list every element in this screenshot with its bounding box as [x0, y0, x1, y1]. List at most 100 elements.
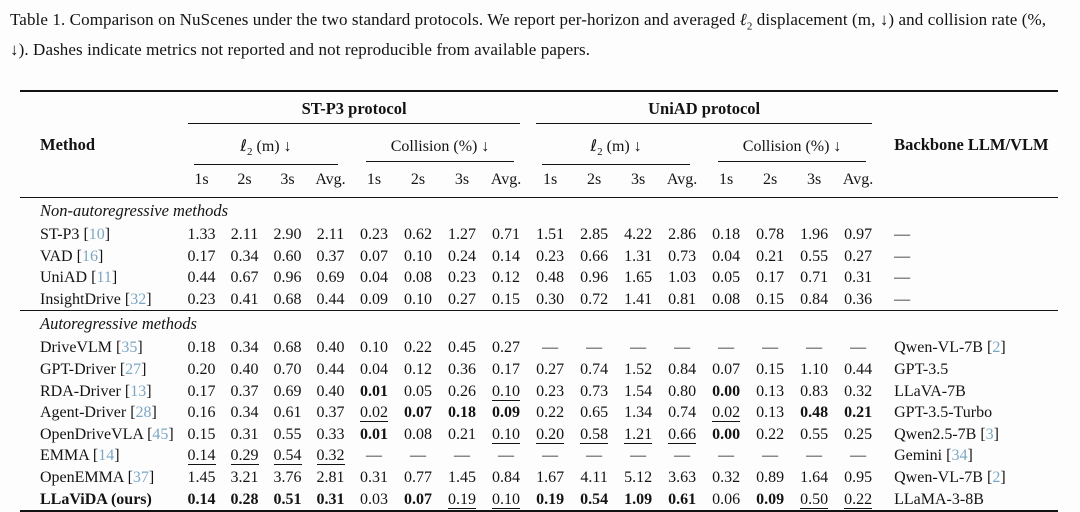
metric-cell: 0.01 [352, 424, 396, 446]
metric-cell: — [660, 445, 704, 467]
citation-bracket: ] [114, 447, 120, 465]
metric-value: 0.08 [712, 290, 741, 308]
metric-value: 0.08 [404, 425, 432, 443]
metric-value: 0.07 [404, 404, 432, 422]
metric-cell: 0.24 [440, 246, 484, 268]
citation-link[interactable]: 45 [152, 425, 169, 443]
metric-value: 0.36 [844, 290, 873, 308]
citation-link[interactable]: 3 [985, 425, 994, 443]
table-row: OpenDriveVLA [45] 0.15 0.31 0.55 0.33 0.01 0.0… [20, 424, 1058, 446]
metric-cell: 0.14 [180, 445, 223, 467]
metric-value: 0.96 [273, 269, 302, 287]
metric-value: — [718, 447, 735, 465]
metric-cell: 0.00 [704, 424, 748, 446]
metric-value: 0.07 [404, 490, 432, 508]
metric-value: 0.17 [756, 269, 785, 287]
metric-value: 1.54 [624, 382, 653, 400]
citation-link[interactable]: 34 [951, 447, 968, 465]
metric-cell: 0.51 [266, 489, 309, 512]
citation-link[interactable]: 32 [130, 290, 147, 308]
metric-value: 0.10 [360, 339, 388, 357]
metric-cell: 0.08 [396, 267, 440, 289]
metric-value: 0.37 [230, 382, 259, 400]
method-name: OpenEMMA [40, 469, 124, 487]
l2-subscript: 2 [597, 146, 603, 159]
uniad-protocol-header: UniAD protocol [528, 91, 880, 125]
citation-link[interactable]: 27 [125, 361, 142, 379]
metric-value: 0.74 [668, 404, 697, 422]
citation-link[interactable]: 16 [81, 247, 98, 265]
metric-value: 0.19 [448, 490, 476, 509]
metric-value: 0.04 [360, 269, 388, 287]
metric-value: 0.81 [668, 290, 697, 308]
citation-link[interactable]: 37 [132, 469, 149, 487]
metric-value: 0.27 [448, 290, 476, 308]
metric-value: 1.41 [624, 290, 653, 308]
metric-cell: — [616, 445, 660, 467]
citation-link[interactable]: 35 [121, 339, 138, 357]
citation-link[interactable]: 10 [88, 226, 105, 244]
metric-value: 0.45 [448, 339, 476, 357]
metric-cell: 0.84 [484, 467, 528, 489]
metric-cell: 0.37 [309, 402, 352, 424]
metric-cell: 0.08 [396, 424, 440, 446]
metric-cell: 2.11 [223, 224, 266, 246]
metric-value: 0.12 [404, 361, 432, 379]
metric-cell: 0.04 [352, 267, 396, 289]
horizon-tick: Avg. [660, 164, 705, 199]
metric-value: 0.37 [316, 404, 345, 422]
metric-cell: 0.31 [352, 467, 396, 489]
citation-link[interactable]: 11 [96, 269, 112, 287]
metric-cell: 0.15 [180, 424, 223, 446]
metric-value: 0.14 [492, 247, 521, 265]
metric-value: 0.48 [536, 269, 565, 287]
metric-cell: 0.84 [792, 289, 836, 311]
metric-cell: 0.10 [484, 381, 528, 403]
metric-cell: 1.03 [660, 267, 704, 289]
metric-value: 0.17 [187, 247, 216, 265]
metric-cell: 0.83 [792, 381, 836, 403]
metric-value: 0.25 [844, 425, 873, 443]
metric-value: 0.22 [844, 490, 873, 509]
citation-link[interactable]: 2 [992, 469, 1001, 487]
citation-link[interactable]: 28 [135, 404, 152, 422]
citation-bracket: ] [168, 425, 174, 443]
metric-value: 0.72 [580, 290, 609, 308]
method-cell: UniAD [11] [20, 267, 180, 289]
metric-value: — [586, 339, 603, 357]
metric-value: 1.33 [187, 226, 216, 244]
metric-value: 0.34 [230, 247, 259, 265]
metric-value: 1.52 [624, 361, 653, 379]
citation-link[interactable]: 14 [98, 447, 115, 465]
stp3-protocol-header: ST-P3 protocol [180, 91, 528, 125]
metric-cell: 0.44 [836, 359, 880, 381]
metric-cell: 1.33 [180, 224, 223, 246]
metric-cell: — [484, 445, 528, 467]
metric-cell: 0.22 [528, 402, 572, 424]
metric-value: 0.22 [536, 404, 565, 422]
metric-value: 0.73 [580, 382, 609, 400]
caption-segment: displacement (m, ↓) and collision rate (… [10, 10, 1047, 60]
metric-cell: 0.07 [396, 402, 440, 424]
horizon-tick: 1s [704, 164, 749, 199]
metric-cell: 0.61 [660, 489, 704, 512]
citation-link[interactable]: 13 [130, 382, 147, 400]
metric-cell: — [572, 337, 616, 359]
metric-cell: 0.62 [396, 224, 440, 246]
metric-cell: 0.58 [572, 424, 616, 446]
metric-value: 1.64 [800, 469, 829, 487]
metric-value: — [454, 447, 470, 465]
metric-cell: 0.23 [528, 246, 572, 268]
metric-cell: 1.51 [528, 224, 572, 246]
metric-value: — [806, 447, 823, 465]
metric-cell: 0.05 [704, 267, 748, 289]
metric-cell: 0.74 [572, 359, 616, 381]
horizon-tick: 3s [266, 164, 309, 199]
metric-value: 0.60 [273, 247, 302, 265]
metric-cell: — [792, 445, 836, 467]
metric-cell: 1.21 [616, 424, 660, 446]
metric-value: 0.73 [668, 247, 697, 265]
citation-link[interactable]: 2 [992, 339, 1001, 357]
metric-cell: 0.97 [836, 224, 880, 246]
metric-cell: 0.34 [223, 246, 266, 268]
